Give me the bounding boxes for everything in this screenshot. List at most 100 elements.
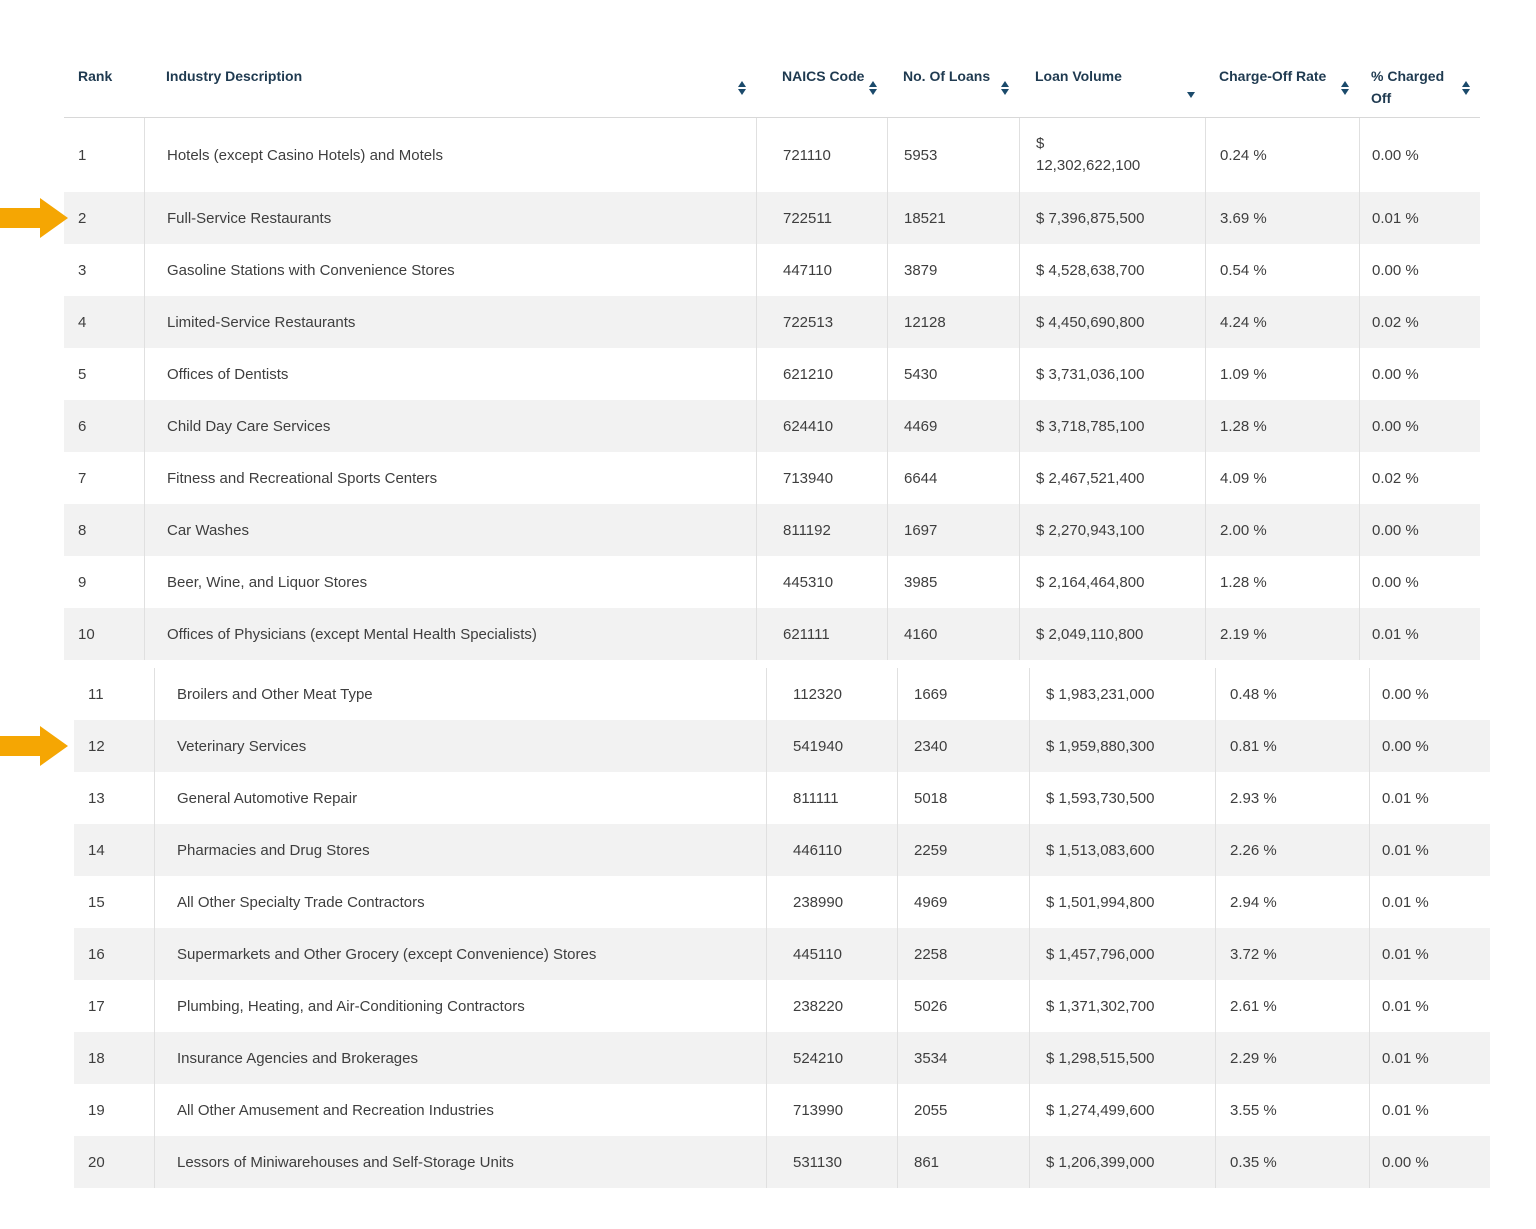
industry-cell: Limited-Service Restaurants	[144, 296, 756, 348]
loan-volume-cell: $ 1,501,994,800	[1029, 876, 1215, 928]
pct-charged-off-cell: 0.02 %	[1359, 452, 1480, 504]
naics-code-cell: 446110	[766, 824, 897, 876]
rank-cell: 18	[88, 1049, 105, 1067]
rank-cell: 4	[78, 313, 87, 331]
loan-volume-cell: $ 4,450,690,800	[1019, 296, 1205, 348]
no-of-loans-cell: 6644	[887, 452, 1019, 504]
naics-code-cell: 811192	[756, 504, 887, 556]
table-row: 16 Supermarkets and Other Grocery (excep…	[74, 928, 1490, 980]
loan-volume-cell: $ 1,513,083,600	[1029, 824, 1215, 876]
loan-volume-cell: $ 1,206,399,000	[1029, 1136, 1215, 1188]
naics-code-cell: 811111	[766, 772, 897, 824]
column-header-no-of-loans[interactable]: No. Of Loans	[887, 56, 1019, 117]
table-body-rows-1-10: 1 Hotels (except Casino Hotels) and Mote…	[0, 118, 1480, 660]
table-row: 13 General Automotive Repair 811111 5018…	[74, 772, 1490, 824]
industry-loan-ranking-page: Rank Industry Description NAICS Code No.…	[0, 56, 1490, 1188]
charge-off-rate-cell: 2.93 %	[1215, 772, 1369, 824]
charge-off-rate-cell: 0.48 %	[1215, 668, 1369, 720]
pct-charged-off-cell: 0.01 %	[1369, 772, 1490, 824]
sort-both-icon[interactable]	[738, 81, 746, 95]
table-row: 1 Hotels (except Casino Hotels) and Mote…	[64, 118, 1480, 192]
pct-charged-off-cell: 0.00 %	[1369, 668, 1490, 720]
table-row: 18 Insurance Agencies and Brokerages 524…	[74, 1032, 1490, 1084]
pct-charged-off-cell: 0.01 %	[1369, 876, 1490, 928]
rank-cell: 1	[78, 146, 87, 164]
sort-descending-icon[interactable]	[1187, 92, 1195, 98]
no-of-loans-cell: 4469	[887, 400, 1019, 452]
column-header-loan-volume[interactable]: Loan Volume	[1019, 56, 1205, 117]
naics-code-cell: 112320	[766, 668, 897, 720]
rank-cell: 19	[88, 1101, 105, 1119]
sort-both-icon[interactable]	[869, 81, 877, 95]
table-row: 9 Beer, Wine, and Liquor Stores 445310 3…	[64, 556, 1480, 608]
naics-code-cell: 238220	[766, 980, 897, 1032]
charge-off-rate-cell: 4.09 %	[1205, 452, 1359, 504]
industry-cell: Insurance Agencies and Brokerages	[154, 1032, 766, 1084]
charge-off-rate-cell: 2.94 %	[1215, 876, 1369, 928]
rank-cell: 10	[78, 625, 95, 643]
pct-charged-off-cell: 0.01 %	[1369, 980, 1490, 1032]
industry-cell: Full-Service Restaurants	[144, 192, 756, 244]
naics-code-cell: 621111	[756, 608, 887, 660]
pct-charged-off-cell: 0.01 %	[1369, 928, 1490, 980]
sort-both-icon[interactable]	[1341, 81, 1349, 95]
rank-cell: 9	[78, 573, 87, 591]
rank-cell: 2	[78, 209, 87, 227]
industry-cell: Broilers and Other Meat Type	[154, 668, 766, 720]
column-header-rank: Rank	[64, 56, 144, 117]
pct-charged-off-cell: 0.01 %	[1359, 608, 1480, 660]
pct-charged-off-cell: 0.00 %	[1369, 720, 1490, 772]
rank-cell: 3	[78, 261, 87, 279]
charge-off-rate-cell: 3.55 %	[1215, 1084, 1369, 1136]
table-row: 2 Full-Service Restaurants 722511 18521 …	[0, 192, 1480, 244]
pct-charged-off-cell: 0.01 %	[1369, 824, 1490, 876]
naics-code-cell: 238990	[766, 876, 897, 928]
no-of-loans-cell: 4969	[897, 876, 1029, 928]
loan-volume-cell: $ 1,593,730,500	[1029, 772, 1215, 824]
rank-cell: 11	[88, 685, 104, 703]
no-of-loans-cell: 2259	[897, 824, 1029, 876]
loan-volume-cell: $ 1,274,499,600	[1029, 1084, 1215, 1136]
naics-code-cell: 531130	[766, 1136, 897, 1188]
naics-code-cell: 624410	[756, 400, 887, 452]
loan-volume-cell: $ 3,731,036,100	[1019, 348, 1205, 400]
no-of-loans-cell: 18521	[887, 192, 1019, 244]
pct-charged-off-cell: 0.00 %	[1359, 556, 1480, 608]
loan-volume-cell: $ 1,983,231,000	[1029, 668, 1215, 720]
column-header-pct-charged-off[interactable]: % Charged Off	[1359, 56, 1480, 117]
pct-charged-off-cell: 0.00 %	[1359, 348, 1480, 400]
naics-code-cell: 541940	[766, 720, 897, 772]
loan-volume-cell: $ 1,298,515,500	[1029, 1032, 1215, 1084]
no-of-loans-cell: 5026	[897, 980, 1029, 1032]
charge-off-rate-cell: 2.26 %	[1215, 824, 1369, 876]
rank-cell: 14	[88, 841, 105, 859]
column-header-naics-code[interactable]: NAICS Code	[756, 56, 887, 117]
table-row: 12 Veterinary Services 541940 2340 $ 1,9…	[0, 720, 1490, 772]
loan-volume-cell: $ 2,049,110,800	[1019, 608, 1205, 660]
table-header-row: Rank Industry Description NAICS Code No.…	[64, 56, 1480, 118]
loan-volume-cell: $ 2,467,521,400	[1019, 452, 1205, 504]
no-of-loans-cell: 12128	[887, 296, 1019, 348]
sort-both-icon[interactable]	[1462, 81, 1470, 95]
table-row: 17 Plumbing, Heating, and Air-Conditioni…	[74, 980, 1490, 1032]
industry-cell: Offices of Physicians (except Mental Hea…	[144, 608, 756, 660]
column-label-pct-charged-off: % Charged Off	[1371, 68, 1445, 106]
industry-cell: General Automotive Repair	[154, 772, 766, 824]
sort-both-icon[interactable]	[1001, 81, 1009, 95]
table-row: 10 Offices of Physicians (except Mental …	[64, 608, 1480, 660]
industry-cell: Child Day Care Services	[144, 400, 756, 452]
charge-off-rate-cell: 2.19 %	[1205, 608, 1359, 660]
no-of-loans-cell: 3985	[887, 556, 1019, 608]
no-of-loans-cell: 4160	[887, 608, 1019, 660]
naics-code-cell: 722513	[756, 296, 887, 348]
industry-cell: Hotels (except Casino Hotels) and Motels	[144, 118, 756, 192]
pct-charged-off-cell: 0.00 %	[1359, 118, 1480, 192]
column-header-industry-description[interactable]: Industry Description	[144, 56, 756, 117]
rank-cell: 13	[88, 789, 105, 807]
loan-volume-cell: $ 4,528,638,700	[1019, 244, 1205, 296]
industry-cell: Offices of Dentists	[144, 348, 756, 400]
charge-off-rate-cell: 1.09 %	[1205, 348, 1359, 400]
no-of-loans-cell: 1669	[897, 668, 1029, 720]
industry-cell: Beer, Wine, and Liquor Stores	[144, 556, 756, 608]
column-header-charge-off-rate[interactable]: Charge-Off Rate	[1205, 56, 1359, 117]
